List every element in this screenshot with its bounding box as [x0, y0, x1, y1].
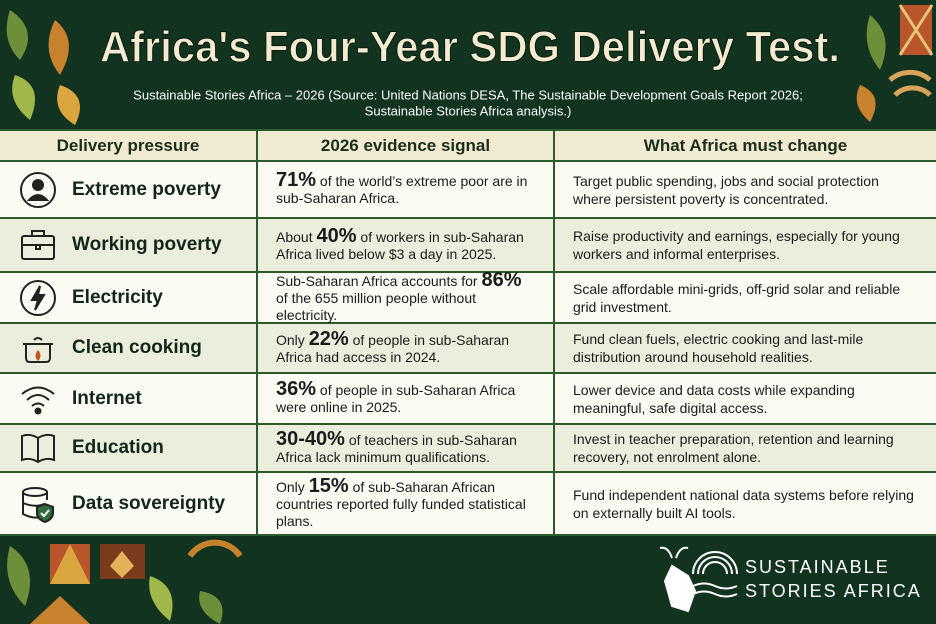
- table: Delivery pressure 2026 evidence signal Wha…: [0, 129, 936, 536]
- pressure-label: Education: [72, 437, 164, 458]
- header-row: Delivery pressure 2026 evidence signal Wha…: [0, 131, 936, 162]
- table-row: Clean cooking Only 22% of people in sub-S…: [0, 324, 936, 374]
- pressure-label: Electricity: [72, 286, 163, 308]
- column-header: 2026 evidence signal: [258, 131, 555, 160]
- change-cell: Invest in teacher preparation, retention…: [555, 425, 936, 471]
- evidence-figure: 22%: [308, 327, 349, 350]
- change-cell: Scale affordable mini-grids, off-grid so…: [555, 273, 936, 322]
- evidence-figure: 30-40%: [276, 427, 345, 450]
- icon: [22, 486, 54, 523]
- evidence-text: of sub-Saharan African countries reporte…: [276, 478, 526, 529]
- icon: [21, 230, 55, 260]
- change-cell: Raise productivity and earnings, especia…: [555, 219, 936, 271]
- evidence-cell: Only 22% of people in sub-Saharan Africa…: [258, 324, 555, 372]
- evidence-figure: 71%: [276, 169, 317, 191]
- pressure-cell: Extreme poverty: [0, 162, 258, 217]
- table-row: Electricity Sub-Saharan Africa accounts f…: [0, 268, 936, 324]
- evidence-text: of workers in sub-Saharan Africa lived b…: [276, 228, 524, 262]
- change-text: Lower device and data costs while expand…: [573, 381, 855, 416]
- evidence-cell: 30-40% of teachers in sub-Saharan Africa…: [258, 425, 555, 471]
- decoration-right: [856, 4, 934, 122]
- table-row: Internet 36% of people in sub-Saharan Afr…: [0, 374, 936, 425]
- evidence-text: 71% of the world’s extreme poor are in s…: [276, 169, 535, 207]
- evidence-text: of the world’s extreme poor are in sub-S…: [276, 173, 528, 206]
- title: Africa's Four-Year SDG Delivery Test.: [100, 23, 840, 72]
- change-text: Target public spending, jobs and social …: [573, 172, 879, 207]
- icon: [21, 433, 55, 464]
- evidence-text: of people in sub-Saharan Africa had acce…: [276, 331, 510, 365]
- pressure-cell: Electricity: [0, 273, 258, 322]
- evidence-text: Sub-Saharan Africa accounts for 86% of t…: [276, 268, 535, 324]
- evidence-text: Only: [276, 331, 305, 348]
- table-row: Extreme poverty 71% of the world’s extrem…: [0, 162, 936, 219]
- change-cell: Target public spending, jobs and social …: [555, 162, 936, 217]
- pressure-label: Clean cooking: [72, 337, 202, 358]
- evidence-text: 30-40% of teachers in sub-Saharan Africa…: [276, 427, 535, 466]
- table-row: Education 30-40% of teachers in sub-Sahar…: [0, 425, 936, 473]
- footer: SUSTAINABLE STORIES AFRICA: [7, 539, 922, 624]
- pressure-label: Data sovereignty: [72, 492, 226, 514]
- icon: [23, 337, 53, 363]
- pressure-label: Working poverty: [72, 234, 222, 255]
- change-text: Scale affordable mini-grids, off-grid so…: [573, 280, 901, 315]
- icon: [20, 279, 56, 316]
- pressure-label: Extreme poverty: [72, 178, 221, 200]
- change-text: Raise productivity and earnings, especia…: [573, 228, 900, 262]
- evidence-text: About 40% of workers in sub-Saharan Afri…: [276, 224, 535, 263]
- evidence-text: Only 15% of sub-Saharan African countrie…: [276, 474, 535, 530]
- evidence-text: of teachers in sub-Saharan Africa lack m…: [276, 431, 517, 465]
- evidence-text: About: [276, 228, 313, 245]
- logo-mark: [659, 546, 738, 613]
- decoration-left: [6, 10, 80, 125]
- table-row: Working poverty About 40% of workers in s…: [0, 219, 936, 273]
- evidence-text: 36% of people in sub-Saharan Africa were…: [276, 378, 535, 416]
- pressure-cell: Working poverty: [0, 219, 258, 271]
- change-cell: Fund clean fuels, electric cooking and l…: [555, 324, 936, 372]
- header: Africa's Four-Year SDG Delivery Test. Su…: [6, 4, 934, 125]
- subtitle: Sustainable Stories Africa – 2026 (Sourc…: [133, 87, 803, 102]
- evidence-cell: Sub-Saharan Africa accounts for 86% of t…: [258, 268, 555, 324]
- change-text: Fund independent national data systems b…: [573, 486, 914, 521]
- evidence-text: Only 22% of people in sub-Saharan Africa…: [276, 327, 535, 366]
- change-cell: Fund independent national data systems b…: [555, 473, 936, 534]
- pressure-cell: Internet: [0, 374, 258, 423]
- change-text: Fund clean fuels, electric cooking and l…: [573, 331, 864, 365]
- evidence-figure: 86%: [481, 268, 522, 291]
- evidence-figure: 15%: [308, 474, 349, 497]
- logo-text: SUSTAINABLE: [745, 557, 890, 577]
- pressure-cell: Data sovereignty: [0, 473, 258, 534]
- evidence-text: of the 655 million people without electr…: [276, 289, 477, 323]
- evidence-text: of people in sub-Saharan Africa were onl…: [276, 382, 516, 415]
- pressure-cell: Education: [0, 425, 258, 471]
- icon: [20, 171, 56, 208]
- column-header: Delivery pressure: [0, 131, 258, 160]
- evidence-figure: 40%: [316, 224, 357, 247]
- subtitle: Sustainable Stories Africa analysis.): [365, 103, 572, 118]
- evidence-text: Only: [276, 478, 305, 495]
- column-header: What Africa must change: [643, 135, 848, 155]
- evidence-cell: About 40% of workers in sub-Saharan Afri…: [258, 219, 555, 271]
- table-row: Data sovereignty Only 15% of sub-Saharan …: [0, 473, 936, 536]
- icon: [21, 386, 55, 414]
- logo-text: STORIES AFRICA: [745, 581, 922, 601]
- evidence-cell: 36% of people in sub-Saharan Africa were…: [258, 374, 555, 423]
- evidence-cell: 71% of the world’s extreme poor are in s…: [258, 162, 555, 217]
- evidence-text: Sub-Saharan Africa accounts for: [276, 272, 478, 289]
- pressure-label: Internet: [72, 387, 142, 409]
- change-text: Invest in teacher preparation, retention…: [573, 431, 894, 465]
- pressure-cell: Clean cooking: [0, 324, 258, 372]
- change-cell: Lower device and data costs while expand…: [555, 374, 936, 423]
- decoration-footer: [7, 539, 243, 624]
- evidence-cell: Only 15% of sub-Saharan African countrie…: [258, 473, 555, 534]
- evidence-figure: 36%: [276, 378, 317, 400]
